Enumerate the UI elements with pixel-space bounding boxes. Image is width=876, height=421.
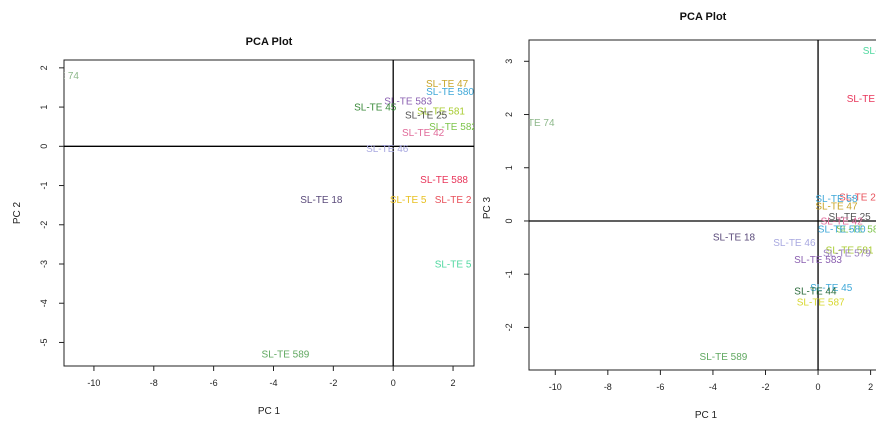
point-label: SL-TE 47 [426, 79, 469, 90]
reference-lines [529, 40, 876, 370]
x-tick-label: -6 [210, 378, 218, 388]
x-axis-label: PC 1 [695, 410, 718, 421]
point-label: SL-TE 589 [262, 350, 310, 361]
point-label: SL-TE 45 [810, 283, 853, 294]
x-tick-label: -4 [709, 382, 717, 392]
point-label: SL-TE 42 [821, 216, 864, 227]
point-label: SL-TE 5 [863, 46, 876, 57]
point-label: SL-TE 25 [828, 212, 871, 223]
y-axis-label: PC 2 [12, 201, 23, 224]
plot-frame [63, 59, 475, 367]
point-label: SL-TE 47 [815, 202, 858, 213]
x-tick-label: -2 [761, 382, 769, 392]
y-tick-label: 3 [504, 59, 514, 64]
point-label: SL-TE 581 [417, 107, 465, 118]
point-label: SL-TE 587 [797, 297, 845, 308]
y-tick-label: -3 [39, 260, 49, 268]
chart-title: PCA Plot [246, 36, 293, 48]
point-label: SL-TE 582 [429, 122, 476, 133]
point-label: SL-TE 583 [794, 255, 842, 266]
point-label: SL-TE 46 [773, 238, 816, 249]
point-label: SL-TE 5 [390, 195, 427, 206]
x-tick-label: -2 [329, 378, 337, 388]
point-label: SL-TE 588 [420, 175, 468, 186]
point-label: SL-TE 580 [818, 224, 866, 235]
point-label: SL-TE 45 [354, 103, 397, 114]
point-label: SL-TE 5 [435, 260, 472, 271]
y-tick-label: 0 [39, 144, 49, 149]
point-label: -TE 74 [49, 71, 79, 82]
y-tick-label: 0 [504, 218, 514, 223]
x-tick-label: 2 [451, 378, 456, 388]
y-tick-label: -5 [39, 338, 49, 346]
x-axis-label: PC 1 [258, 406, 281, 417]
chart-title: PCA Plot [680, 11, 727, 23]
x-tick-label: -10 [87, 378, 100, 388]
point-label: SL-TE 18 [300, 195, 343, 206]
x-tick-label: 0 [391, 378, 396, 388]
point-label: SL-TE 2 [839, 193, 876, 204]
point-label: SL-TE 580 [426, 87, 474, 98]
y-tick-label: -2 [504, 323, 514, 331]
y-tick-label: -2 [39, 221, 49, 229]
point-label: SL-TE 58 [815, 194, 858, 205]
point-label: SL-TE 46 [366, 144, 409, 155]
point-label: SL-TE 579 [823, 248, 871, 259]
x-tick-label: -8 [604, 382, 612, 392]
y-tick-label: 2 [39, 65, 49, 70]
x-tick-label: -8 [150, 378, 158, 388]
x-tick-label: -6 [656, 382, 664, 392]
x-tick-label: -10 [549, 382, 562, 392]
point-label: SL-TE 582 [836, 224, 876, 235]
x-tick-label: 0 [816, 382, 821, 392]
y-tick-label: 1 [504, 165, 514, 170]
y-axis-label: PC 3 [482, 196, 493, 219]
point-label: SL-TE 589 [700, 352, 748, 363]
point-label: SL-TE 44 [794, 287, 837, 298]
point-label: SL-TE 25 [405, 110, 448, 121]
point-label: -TE 74 [525, 118, 555, 129]
point-label: SL-TE 583 [384, 97, 432, 108]
y-tick-label: -1 [39, 182, 49, 190]
point-label: SL-TE 581 [826, 246, 874, 257]
point-label: SL-TE 42 [402, 128, 445, 139]
y-tick-label: -1 [504, 270, 514, 278]
point-label: SL-TE 2 [435, 195, 472, 206]
x-tick-label: 2 [868, 382, 873, 392]
y-tick-label: 1 [39, 105, 49, 110]
reference-lines [64, 60, 474, 366]
point-label: SL-TE 18 [713, 232, 756, 243]
x-tick-label: -4 [269, 378, 277, 388]
plot-frame [528, 39, 876, 371]
y-tick-label: -4 [39, 299, 49, 307]
y-tick-label: 2 [504, 112, 514, 117]
point-label: SL-TE 588 [847, 94, 876, 105]
